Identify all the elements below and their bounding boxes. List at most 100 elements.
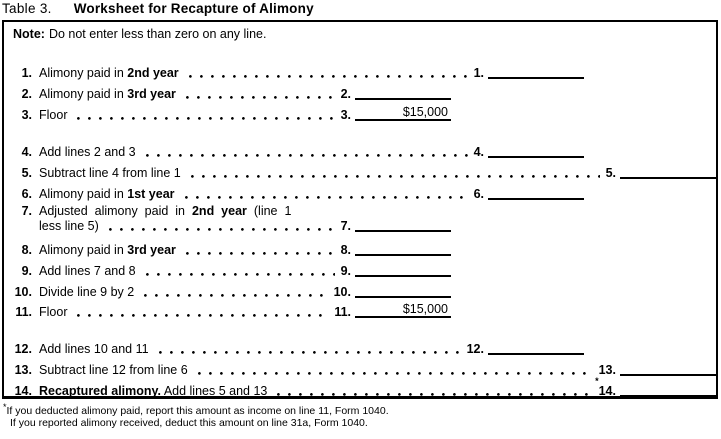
dot-leader	[185, 96, 335, 99]
line-label: Alimony paid in 2nd year	[39, 65, 179, 80]
worksheet-row-7: 7. Adjusted alimony paid in 2nd year (li…	[6, 202, 451, 232]
dot-leader	[190, 175, 600, 178]
entry-value-floor: $15,000	[402, 301, 448, 316]
entry-value	[713, 394, 716, 395]
entry-value	[448, 274, 451, 275]
entry-line-3[interactable]: $15,000	[355, 105, 451, 121]
line-label: Add lines 2 and 3	[39, 144, 136, 159]
dot-leader	[158, 351, 461, 354]
line-label: Adjusted alimony paid in 2nd year (line …	[39, 203, 292, 218]
line-label: Floor	[39, 304, 68, 319]
entry-line-9[interactable]	[355, 261, 451, 277]
entry-value	[581, 155, 584, 156]
entry-number: 4.	[473, 144, 484, 159]
worksheet-row-13: 13. Subtract line 12 from line 6 13.	[6, 360, 716, 376]
dot-leader	[77, 117, 335, 120]
dot-leader	[145, 154, 468, 157]
line-label: Add lines 10 and 11	[39, 341, 149, 356]
line-label: Subtract line 4 from line 1	[39, 165, 181, 180]
entry-value	[581, 76, 584, 77]
table-title: Worksheet for Recapture of Alimony	[73, 1, 314, 16]
entry-line-2[interactable]	[355, 84, 451, 100]
worksheet-row-10: 10. Divide line 9 by 2 10.	[6, 282, 451, 298]
dot-leader	[145, 273, 335, 276]
line-number: 8.	[21, 242, 32, 257]
line-label: Divide line 9 by 2	[39, 284, 135, 299]
line-label: Floor	[39, 107, 68, 122]
table-number: Table 3.	[2, 1, 52, 16]
worksheet-row-3: 3. Floor 3. $15,000	[6, 105, 451, 121]
entry-number: 9.	[340, 263, 351, 278]
footnote-line-1: *If you deducted alimony paid, report th…	[3, 402, 389, 417]
dot-leader	[188, 75, 468, 78]
entry-number: 12.	[466, 341, 484, 356]
entry-value	[581, 197, 584, 198]
dot-leader	[108, 228, 335, 231]
entry-line-1[interactable]	[488, 63, 584, 79]
entry-number: 10.	[333, 284, 351, 299]
line-number: 2.	[21, 86, 32, 101]
line-number: 3.	[21, 107, 32, 122]
dot-leader	[185, 252, 335, 255]
worksheet-row-5: 5. Subtract line 4 from line 1 5.	[6, 163, 716, 179]
entry-line-12[interactable]	[488, 339, 584, 355]
entry-line-4[interactable]	[488, 142, 584, 158]
line-number: 11.	[15, 304, 32, 319]
dot-leader	[184, 196, 468, 199]
line-number: 6.	[21, 186, 32, 201]
dot-leader	[277, 393, 590, 396]
entry-line-10[interactable]	[355, 282, 451, 298]
entry-line-13[interactable]	[620, 360, 716, 376]
worksheet-row-6: 6. Alimony paid in 1st year 6.	[6, 184, 584, 200]
entry-line-14[interactable]	[620, 381, 716, 397]
dot-leader	[197, 372, 593, 375]
entry-line-11[interactable]: $15,000	[355, 302, 451, 318]
entry-line-5[interactable]	[620, 163, 716, 179]
entry-value	[581, 352, 584, 353]
worksheet-row-9: 9. Add lines 7 and 8 9.	[6, 261, 451, 277]
entry-value	[448, 229, 451, 230]
line-label: Alimony paid in 3rd year	[39, 242, 176, 257]
entry-value	[448, 97, 451, 98]
entry-value	[448, 295, 451, 296]
line-number: 13.	[14, 362, 32, 377]
worksheet-border-box	[2, 20, 718, 399]
line-number: 10.	[14, 284, 32, 299]
entry-line-8[interactable]	[355, 240, 451, 256]
page-title: Table 3. Worksheet for Recapture of Alimo…	[2, 1, 314, 16]
entry-line-7[interactable]	[355, 216, 451, 232]
worksheet-row-8: 8. Alimony paid in 3rd year 8.	[6, 240, 451, 256]
worksheet-row-1: 1. Alimony paid in 2nd year 1.	[6, 63, 584, 79]
line-label: Add lines 7 and 8	[39, 263, 136, 278]
entry-number: 3.	[340, 107, 351, 122]
dot-leader	[77, 314, 329, 317]
line-label-continued: less line 5)	[39, 218, 99, 233]
line-number: 7.	[21, 203, 32, 218]
line-number: 14.	[14, 383, 32, 398]
entry-line-6[interactable]	[488, 184, 584, 200]
note-text: Note: Do not enter less than zero on any …	[13, 27, 267, 41]
footnote: *If you deducted alimony paid, report th…	[3, 401, 389, 429]
entry-number: 5.	[605, 165, 616, 180]
dot-leader	[144, 294, 328, 297]
footnote-asterisk: *	[595, 375, 599, 386]
line-label: Subtract line 12 from line 6	[39, 362, 188, 377]
entry-value	[713, 176, 716, 177]
worksheet-row-4: 4. Add lines 2 and 3 4.	[6, 142, 584, 158]
line-number: 5.	[21, 165, 32, 180]
line-number: 12.	[14, 341, 32, 356]
worksheet-row-12: 12. Add lines 10 and 11 12.	[6, 339, 584, 355]
worksheet-row-11: 11. Floor 11. $15,000	[6, 302, 451, 318]
asterisk-icon: *	[3, 402, 7, 412]
worksheet-row-2: 2. Alimony paid in 3rd year 2.	[6, 84, 451, 100]
worksheet-row-14: 14. Recaptured alimony. Add lines 5 and …	[6, 376, 716, 398]
entry-number: 6.	[473, 186, 484, 201]
entry-number: 7.	[340, 218, 351, 233]
entry-number: 1.	[473, 65, 484, 80]
entry-value-floor: $15,000	[402, 104, 448, 119]
entry-number: 13.	[598, 362, 616, 377]
line-number: 4.	[21, 144, 32, 159]
note-label: Note:	[13, 27, 45, 41]
line-label: Alimony paid in 3rd year	[39, 86, 176, 101]
